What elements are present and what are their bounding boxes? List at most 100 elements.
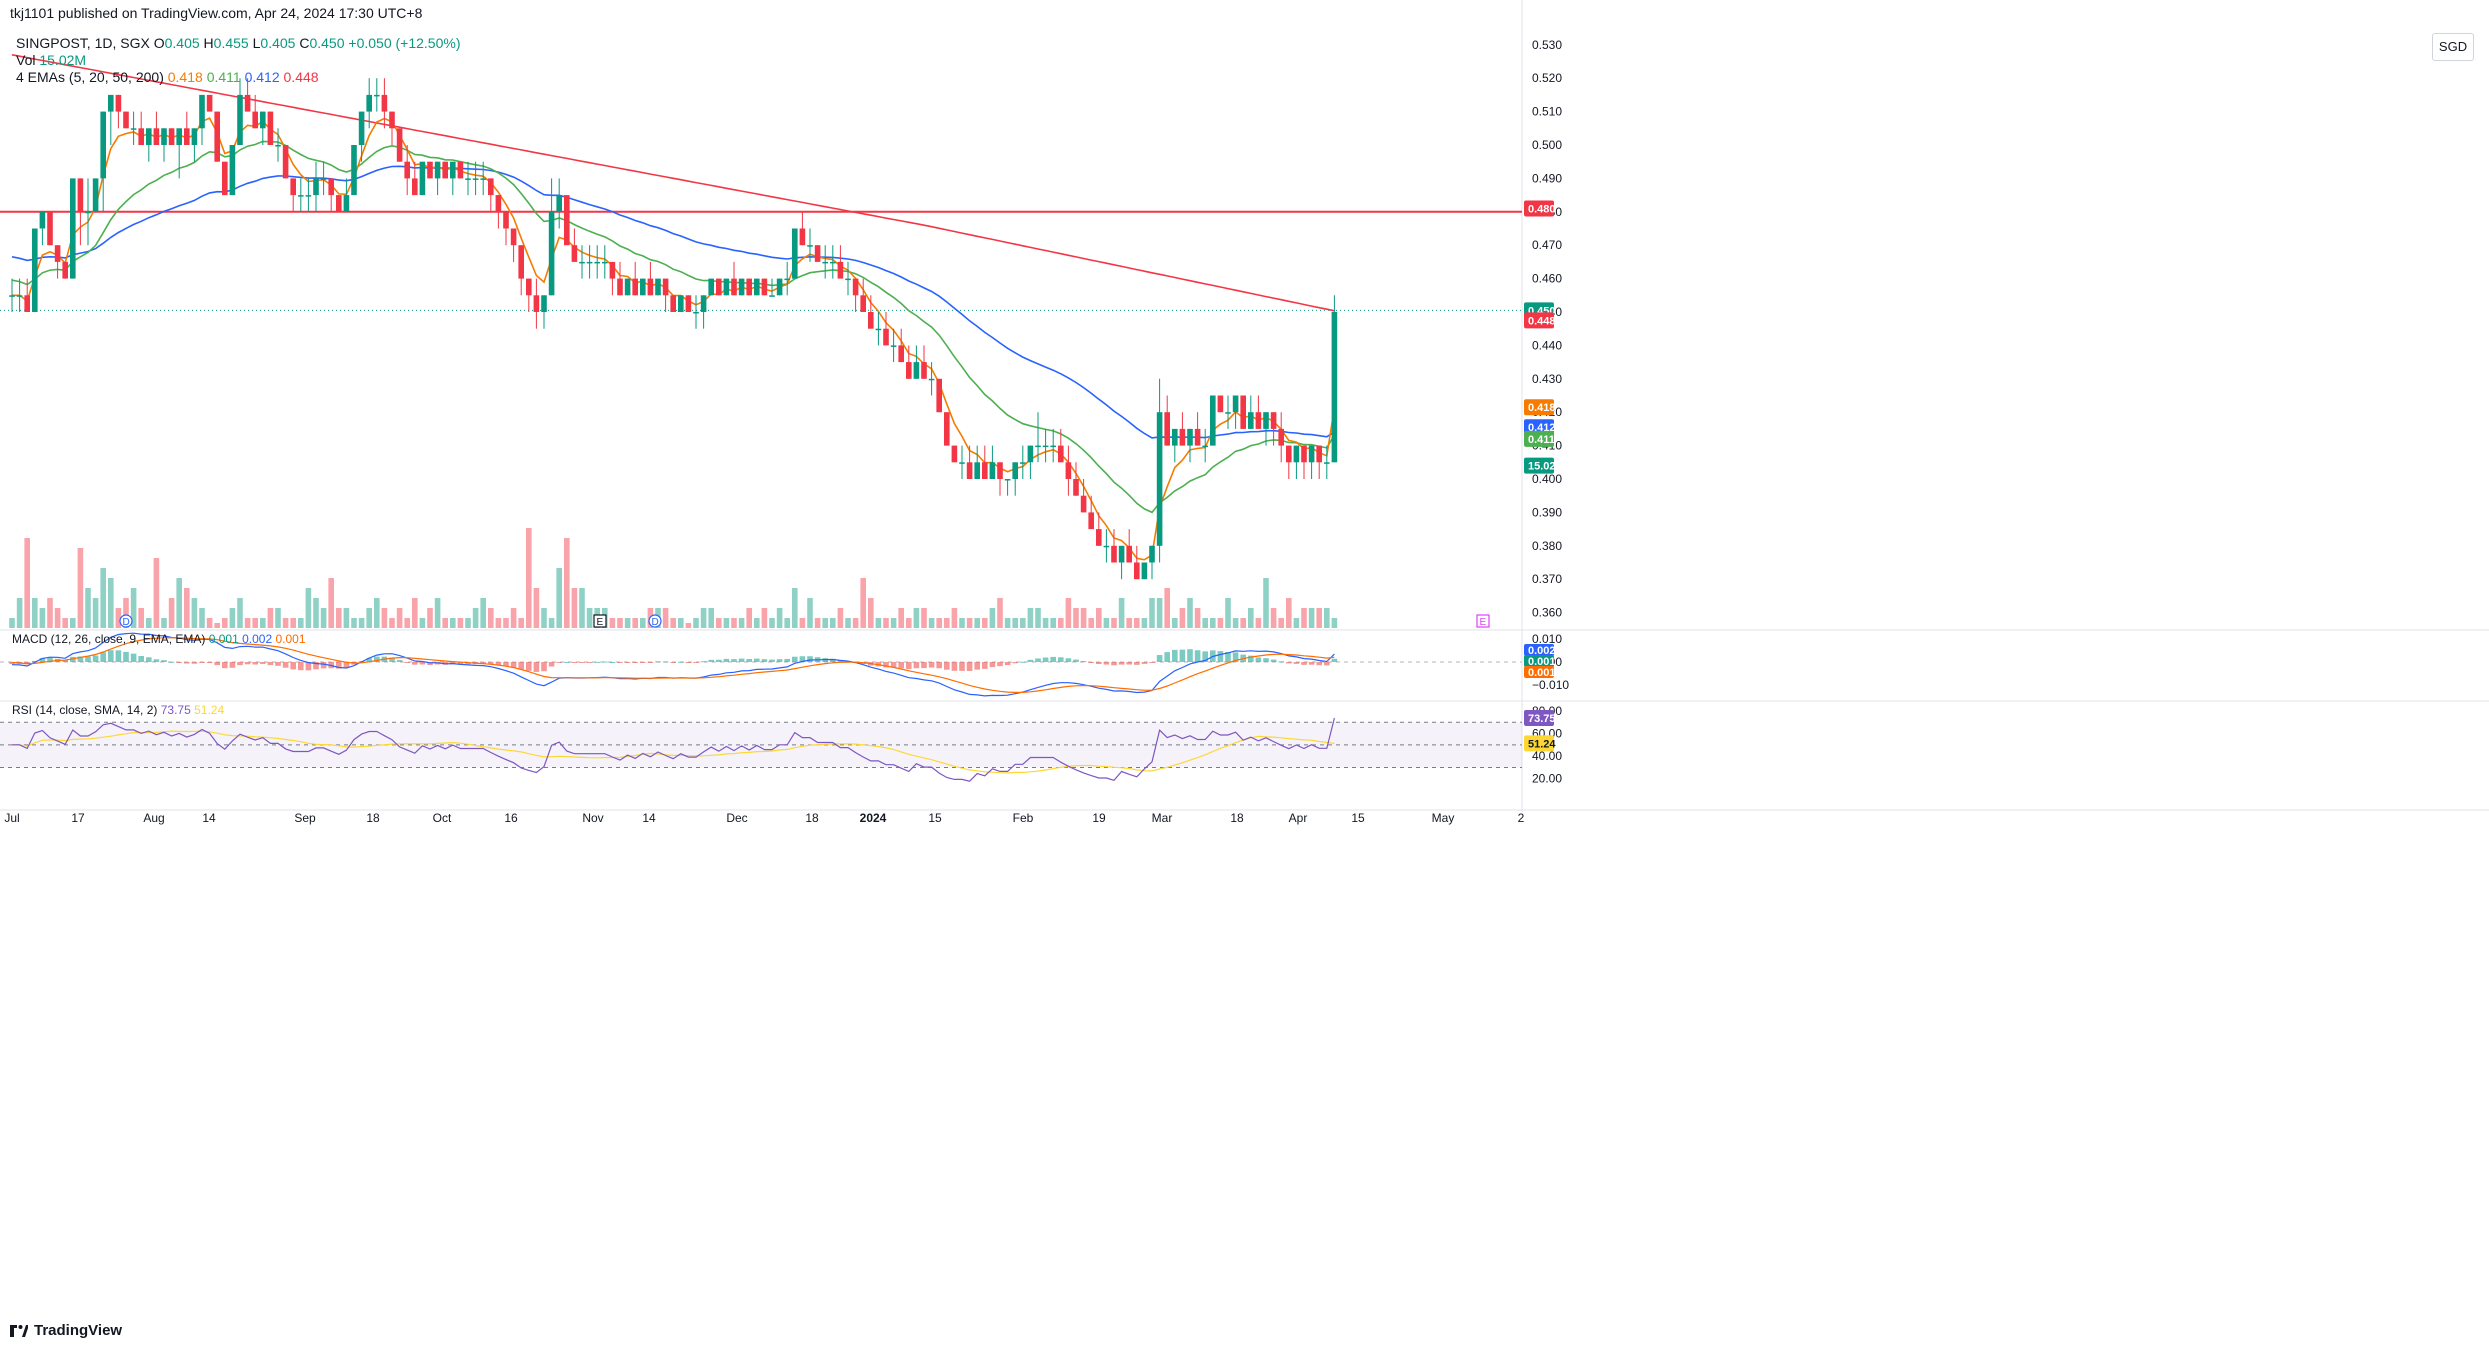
candle-body	[1058, 445, 1064, 463]
volume-bar	[191, 598, 198, 628]
volume-bar	[9, 618, 15, 628]
candle-body	[16, 295, 23, 297]
volume-bar	[1012, 618, 1018, 628]
macd-histogram-bar	[1194, 650, 1201, 662]
candle-body	[1096, 529, 1102, 546]
macd-histogram-bar	[260, 662, 266, 664]
macd-histogram-bar	[503, 662, 509, 667]
volume-bar	[54, 608, 61, 628]
volume-bar	[1096, 608, 1102, 628]
volume-bar	[754, 618, 760, 628]
macd-price-label: 0.001	[1528, 667, 1556, 679]
volume-bar	[161, 618, 167, 628]
event-marker-d[interactable]: D	[648, 614, 662, 628]
macd-histogram-bar	[1134, 662, 1140, 665]
ema200-value: 0.448	[283, 69, 319, 85]
macd-histogram-bar	[267, 662, 274, 666]
volume-bar	[1308, 608, 1315, 628]
macd-histogram-bar	[1042, 657, 1049, 662]
macd-histogram-bar	[1035, 658, 1041, 662]
candle-body	[267, 111, 274, 145]
volume-bar	[617, 618, 623, 628]
symbol-name[interactable]: SINGPOST, 1D, SGX	[16, 35, 150, 51]
volume-bar	[16, 598, 23, 628]
ema-legend[interactable]: 4 EMAs (5, 20, 50, 200) 0.418 0.411 0.41…	[16, 69, 319, 85]
volume-bar	[1172, 618, 1178, 628]
macd-histogram-bar	[1012, 662, 1018, 664]
macd-histogram-bar	[320, 662, 327, 669]
volume-bar	[1080, 608, 1087, 628]
volume-bar	[731, 618, 737, 628]
macd-histogram-bar	[1278, 661, 1284, 663]
macd-histogram-bar	[1050, 656, 1056, 662]
candle-body	[100, 111, 106, 179]
macd-histogram-bar	[1126, 662, 1132, 665]
volume-bar	[138, 608, 144, 628]
macd-label-box	[1524, 644, 1554, 656]
volume-bar	[845, 618, 851, 628]
candle-body	[579, 261, 585, 264]
volume-bar	[1278, 618, 1284, 628]
macd-histogram-bar	[632, 662, 638, 663]
volume-bar	[1149, 598, 1155, 628]
tradingview-logo[interactable]: TradingView	[10, 1322, 122, 1339]
macd-histogram-bar	[1270, 659, 1277, 662]
volume-bar	[108, 578, 114, 628]
x-tick-label: Sep	[294, 811, 316, 825]
volume-bar	[366, 608, 372, 628]
macd-histogram-bar	[647, 662, 654, 663]
macd-histogram-bar	[1156, 655, 1163, 662]
macd-histogram-bar	[982, 662, 988, 669]
volume-bar	[1293, 618, 1300, 628]
macd-histogram-bar	[282, 662, 289, 668]
volume-bar	[1187, 598, 1193, 628]
candle-body	[716, 278, 722, 296]
macd-histogram-bar	[1118, 662, 1125, 665]
candle-body	[275, 145, 281, 147]
ema5-line	[12, 117, 1336, 561]
ema5-value: 0.418	[167, 69, 203, 85]
volume-bar	[47, 598, 53, 628]
volume-bar	[685, 623, 692, 628]
candle-body	[951, 445, 958, 463]
macd-tick-label: −0.010	[1532, 678, 1569, 692]
rsi-label-box	[1524, 710, 1554, 726]
candle-body	[1202, 445, 1208, 448]
volume-bar	[1240, 618, 1246, 628]
volume-bar	[1111, 618, 1117, 628]
price-label: 0.448	[1528, 315, 1556, 327]
volume-bar	[533, 588, 540, 628]
volume-legend[interactable]: Vol 15.02M	[16, 52, 86, 68]
candle-body	[298, 195, 304, 197]
macd-price-label: 0.002	[1528, 645, 1556, 657]
macd-histogram-bar	[32, 660, 38, 662]
candle-body	[1248, 412, 1254, 429]
event-marker-e[interactable]: E	[1476, 614, 1490, 628]
candle-body	[526, 278, 532, 296]
candle-body	[130, 128, 137, 130]
volume-bar	[1301, 608, 1307, 628]
macd-histogram-bar	[830, 658, 836, 662]
candle-body	[146, 128, 152, 145]
candle-body	[670, 295, 676, 312]
currency-button[interactable]: SGD	[2432, 33, 2474, 61]
event-marker-d[interactable]: D	[119, 614, 133, 628]
candle-body	[168, 128, 175, 145]
macd-histogram-bar	[389, 657, 395, 662]
macd-histogram-bar	[1263, 658, 1269, 662]
macd-histogram-bar	[655, 661, 661, 663]
close-label: C	[299, 35, 310, 51]
volume-bar	[472, 608, 479, 628]
macd-histogram-bar	[1286, 662, 1292, 664]
volume-bar	[989, 608, 996, 628]
macd-histogram-bar	[1316, 662, 1322, 666]
event-marker-e[interactable]: E	[593, 614, 607, 628]
macd-histogram-bar	[237, 662, 243, 666]
macd-histogram-bar	[1255, 657, 1262, 662]
volume-bar	[1004, 618, 1011, 628]
macd-histogram-bar	[1308, 662, 1315, 665]
macd-histogram-bar	[951, 662, 958, 671]
candle-body	[510, 228, 517, 246]
candle-body	[305, 195, 312, 197]
